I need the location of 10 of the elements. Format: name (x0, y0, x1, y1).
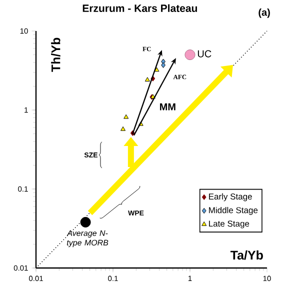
x-axis-title: Ta/Yb (230, 250, 263, 260)
annotation: Average N-type MORB (66, 230, 108, 248)
annotation: UC (198, 50, 212, 58)
legend-label: Early Stage (209, 193, 252, 202)
legend-label: Late Stage (209, 220, 250, 228)
legend-label: Middle Stage (209, 206, 258, 215)
y-axis-title: Th/Yb (51, 38, 60, 72)
annotation: MM (160, 103, 176, 110)
text: (a) (258, 8, 270, 18)
chart-title: Erzurum - Kars Plateau (82, 4, 197, 12)
